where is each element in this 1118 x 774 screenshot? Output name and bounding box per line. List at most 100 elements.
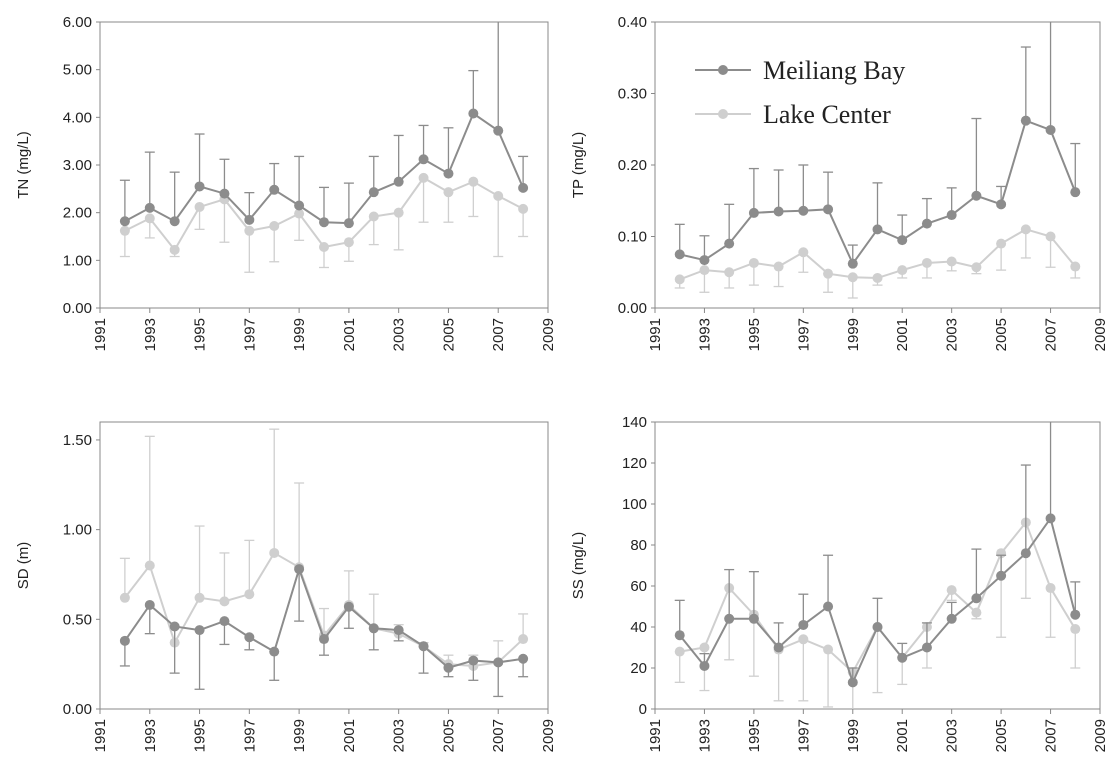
data-point <box>244 632 255 643</box>
x-tick-label: 2005 <box>993 719 1010 752</box>
data-point <box>144 202 155 213</box>
data-point <box>1070 261 1081 272</box>
data-point <box>468 655 479 666</box>
error-bar <box>194 133 205 187</box>
data-point <box>847 258 858 269</box>
error-bar <box>798 164 809 211</box>
data-point <box>748 257 759 268</box>
error-bar <box>1020 46 1031 121</box>
x-tick-label: 2005 <box>440 719 457 752</box>
data-point <box>194 592 205 603</box>
data-point <box>971 262 982 273</box>
data-point <box>244 214 255 225</box>
error-bar <box>244 539 255 595</box>
data-point <box>699 255 710 266</box>
data-point <box>194 625 205 636</box>
data-point <box>443 187 454 198</box>
data-point <box>674 630 685 641</box>
error-bar <box>1045 588 1056 638</box>
error-bar <box>1020 464 1031 554</box>
y-axis-label: SS (mg/L) <box>570 532 587 600</box>
panel: 0.00 0.10 0.20 0.30 0.40 1991 1993 1995 1997 1999… <box>570 14 1109 351</box>
data-point <box>674 274 685 285</box>
y-tick-label: 40 <box>630 619 647 636</box>
data-point <box>773 206 784 217</box>
legend-label: Lake Center <box>763 100 891 129</box>
data-point <box>368 623 379 634</box>
x-tick-label: 2007 <box>490 719 507 752</box>
plot-frame <box>99 421 549 710</box>
x-tick-label: 1993 <box>142 318 159 351</box>
data-point <box>393 625 404 636</box>
error-bar <box>971 548 982 599</box>
y-tick-label: 1.00 <box>63 252 92 269</box>
error-bar <box>823 171 834 210</box>
y-tick-label: 0.00 <box>618 300 647 317</box>
error-bar <box>1049 22 1052 130</box>
data-point <box>724 238 735 249</box>
y-tick-label: 6.00 <box>63 14 92 31</box>
data-point <box>269 184 280 195</box>
data-point <box>897 265 908 276</box>
error-bar <box>393 212 404 251</box>
data-point <box>443 662 454 673</box>
data-point <box>518 634 529 645</box>
plot-frame <box>654 421 1101 710</box>
data-point <box>996 570 1007 581</box>
data-point <box>798 619 809 630</box>
x-tick-label: 1997 <box>795 318 812 351</box>
data-point <box>724 613 735 624</box>
error-bar <box>748 167 759 213</box>
x-tick-label: 2003 <box>391 318 408 351</box>
data-point <box>748 207 759 218</box>
error-bar <box>748 571 759 619</box>
error-bar <box>971 117 982 196</box>
data-point <box>269 221 280 232</box>
error-bar <box>418 124 429 160</box>
data-point <box>368 187 379 198</box>
x-tick-label: 1995 <box>192 719 209 752</box>
data-point <box>244 589 255 600</box>
data-point <box>921 218 932 229</box>
data-point <box>518 182 529 193</box>
x-tick-label: 1995 <box>746 719 763 752</box>
data-point <box>393 207 404 218</box>
x-tick-label: 1993 <box>696 318 713 351</box>
x-tick-label: 2007 <box>1043 318 1060 351</box>
x-tick-label: 2003 <box>944 318 961 351</box>
error-bar <box>872 627 883 694</box>
x-tick-label: 1991 <box>92 719 109 752</box>
data-point <box>319 634 329 645</box>
data-point <box>1070 609 1081 620</box>
data-point <box>493 125 504 136</box>
data-point <box>674 646 685 657</box>
data-point <box>144 560 155 571</box>
error-bar <box>169 626 180 674</box>
error-bar <box>119 179 130 222</box>
data-point <box>219 596 230 607</box>
data-point <box>418 641 429 652</box>
data-point <box>368 211 379 222</box>
data-point <box>493 657 504 668</box>
data-point <box>946 613 957 624</box>
x-tick-label: 2009 <box>540 318 557 351</box>
data-point <box>748 613 759 624</box>
error-bar <box>294 155 305 206</box>
data-point <box>847 272 858 283</box>
x-tick-label: 2003 <box>944 719 961 752</box>
data-point <box>219 616 230 627</box>
series-line <box>679 228 1077 281</box>
error-bar <box>1070 581 1081 615</box>
data-point <box>1020 548 1031 559</box>
y-tick-label: 0.10 <box>618 229 647 246</box>
data-point <box>798 247 809 258</box>
data-point <box>823 644 834 655</box>
data-point <box>468 108 479 119</box>
data-point <box>343 218 354 229</box>
data-point <box>1070 187 1081 198</box>
error-bar <box>1070 629 1081 669</box>
data-point <box>119 592 130 603</box>
x-tick-label: 1995 <box>746 318 763 351</box>
y-tick-label: 0.30 <box>618 86 647 103</box>
